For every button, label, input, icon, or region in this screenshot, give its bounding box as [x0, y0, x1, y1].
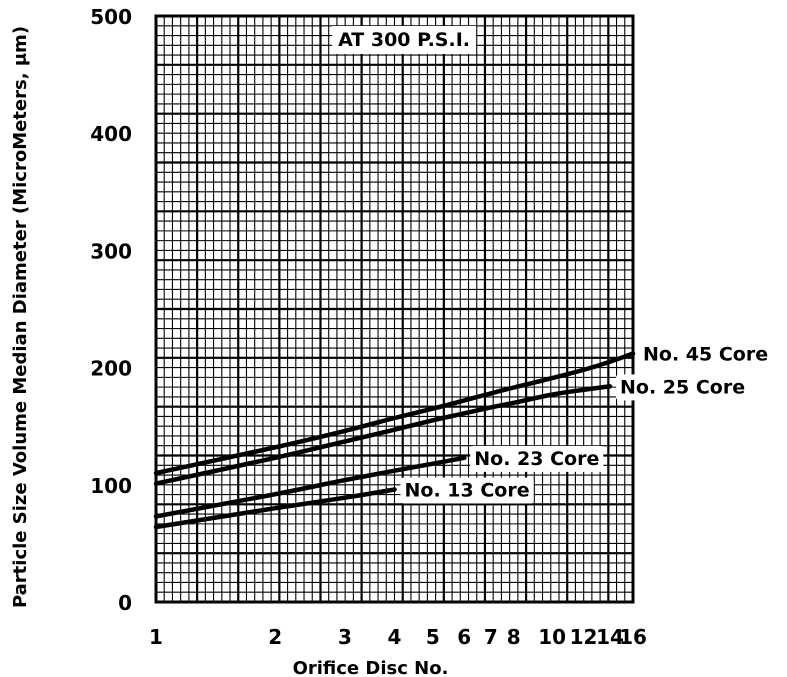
series-line-no-25-core — [153, 384, 613, 486]
plot-frame — [154, 14, 635, 604]
x-tick-label: 6 — [457, 625, 471, 649]
x-tick-label: 14 — [596, 625, 624, 649]
series-label-background-no-45-core — [639, 341, 773, 368]
chart-title-group: AT 300 P.S.I. — [332, 26, 477, 54]
y-tick-label: 500 — [90, 5, 132, 29]
y-tick-label: 100 — [90, 474, 132, 498]
x-tick-label: 5 — [426, 625, 440, 649]
series-label-no-13-core: No. 13 Core — [405, 479, 530, 501]
chart-title: AT 300 P.S.I. — [338, 29, 470, 51]
series-line-no-45-core — [153, 351, 636, 476]
series-lines — [153, 351, 636, 530]
x-axis-title: Orifice Disc No. — [293, 658, 449, 677]
x-tick-label: 4 — [388, 625, 402, 649]
x-tick-label: 10 — [538, 625, 566, 649]
x-tick-label: 2 — [268, 625, 282, 649]
series-label-background-no-25-core — [616, 374, 750, 401]
series-label-no-23-core: No. 23 Core — [474, 448, 599, 470]
chart-title-background — [332, 26, 477, 54]
y-tick-label: 300 — [90, 239, 132, 263]
x-tick-label: 16 — [619, 625, 647, 649]
x-tick-label: 8 — [507, 625, 521, 649]
y-tick-labels: 0 100 200 300 400 500 — [90, 5, 132, 615]
label-backgrounds — [400, 341, 773, 504]
series-label-no-45-core: No. 45 Core — [643, 344, 768, 366]
x-tick-label: 3 — [338, 625, 352, 649]
series-label-background-no-23-core — [470, 445, 604, 472]
y-tick-label: 200 — [90, 357, 132, 381]
y-tick-label: 400 — [90, 122, 132, 146]
series-label-no-25-core: No. 25 Core — [620, 376, 745, 398]
grid-major — [156, 16, 633, 602]
series-line-no-23-core — [153, 455, 467, 519]
x-tick-label: 7 — [484, 625, 498, 649]
series-labels: No. 45 Core No. 25 Core No. 23 Core No. … — [405, 344, 769, 502]
x-tick-label: 1 — [149, 625, 163, 649]
y-axis-title: Particle Size Volume Median Diameter (Mi… — [10, 26, 31, 608]
x-tick-label: 12 — [570, 625, 598, 649]
series-label-background-no-13-core — [400, 477, 534, 504]
y-tick-label: 0 — [118, 591, 132, 615]
series-line-no-13-core — [153, 487, 397, 530]
